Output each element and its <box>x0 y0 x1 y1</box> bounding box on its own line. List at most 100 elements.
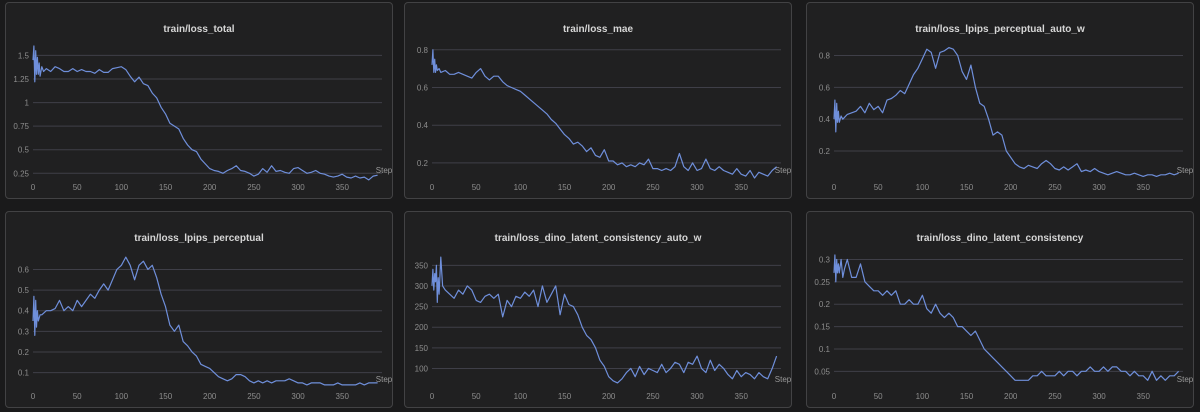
y-tick-label: 0.25 <box>13 169 29 178</box>
x-tick-label: 350 <box>735 392 749 401</box>
x-tick-label: 100 <box>115 183 129 192</box>
y-tick-label: 0.3 <box>819 255 831 264</box>
chart-panel-loss-mae: train/loss_mae 0.2 0.4 0.6 0.8 0 50 100 150 200 2… <box>404 2 792 199</box>
y-tick-label: 150 <box>415 344 429 353</box>
x-tick-label: 350 <box>735 183 749 192</box>
chart-panel-loss-dino-latent-consistency: train/loss_dino_latent_consistency 0.05 0… <box>806 211 1194 408</box>
x-tick-label: 200 <box>203 183 217 192</box>
y-tick-label: 0.2 <box>819 300 831 309</box>
series-line <box>431 256 778 384</box>
y-tick-label: 0.5 <box>18 286 30 295</box>
x-tick-label: 0 <box>31 392 36 401</box>
x-tick-label: 300 <box>1092 392 1106 401</box>
y-tick-label: 0.75 <box>13 122 29 131</box>
x-tick-label: 100 <box>514 392 528 401</box>
y-tick-label: 0.4 <box>819 115 831 124</box>
line-chart: 0.2 0.4 0.6 0.8 0 50 100 150 200 250 300 350 Step <box>417 46 791 192</box>
x-tick-label: 50 <box>472 183 481 192</box>
x-tick-label: 200 <box>602 392 616 401</box>
x-tick-label: 0 <box>430 183 435 192</box>
chart-title: train/loss_total <box>163 24 235 35</box>
chart-title: train/loss_lpips_perceptual <box>134 233 264 244</box>
chart-panel-loss-lpips-perceptual: train/loss_lpips_perceptual 0.1 0.2 0.3 0.4… <box>5 211 393 408</box>
y-tick-label: 1.25 <box>13 75 29 84</box>
x-tick-label: 100 <box>115 392 129 401</box>
chart-title: train/loss_mae <box>562 24 634 35</box>
x-tick-label: 350 <box>1137 183 1151 192</box>
x-axis-label: Step <box>1177 166 1194 175</box>
x-tick-label: 50 <box>73 392 82 401</box>
series-line <box>32 45 378 181</box>
y-tick-label: 100 <box>415 364 429 373</box>
y-tick-label: 0.4 <box>417 121 429 130</box>
x-axis-label: Step <box>376 166 393 175</box>
line-chart: 0.2 0.4 0.6 0.8 0 50 100 150 200 250 300 350 Step <box>819 46 1194 192</box>
line-chart: 0.25 0.5 0.75 1 1.25 1.5 0 50 100 150 200 250 300 350… <box>13 45 393 192</box>
x-tick-label: 250 <box>1048 183 1062 192</box>
y-tick-label: 250 <box>415 303 429 312</box>
chart-title: train/loss_dino_latent_consistency_auto_… <box>494 233 702 244</box>
x-tick-label: 0 <box>31 183 36 192</box>
x-tick-label: 0 <box>430 392 435 401</box>
x-tick-label: 150 <box>159 392 173 401</box>
x-tick-label: 300 <box>1092 183 1106 192</box>
y-tick-label: 0.3 <box>18 327 30 336</box>
chart-panel-loss-total: train/loss_total 0.25 0.5 0.75 1 1.25 1.5 0 50 1… <box>5 2 393 199</box>
y-tick-label: 0.2 <box>18 348 30 357</box>
x-tick-label: 250 <box>247 183 261 192</box>
y-tick-label: 300 <box>415 282 429 291</box>
series-line <box>32 256 378 386</box>
series-line <box>833 46 1179 177</box>
x-tick-label: 150 <box>558 392 572 401</box>
x-tick-label: 150 <box>159 183 173 192</box>
line-chart: 0.05 0.1 0.15 0.2 0.25 0.3 0 50 100 150 200 250 300 3… <box>814 254 1194 401</box>
y-tick-label: 0.8 <box>417 46 429 55</box>
x-tick-label: 350 <box>336 392 350 401</box>
x-tick-label: 150 <box>558 183 572 192</box>
y-tick-label: 1 <box>25 99 30 108</box>
y-tick-label: 350 <box>415 261 429 270</box>
x-tick-label: 350 <box>1137 392 1151 401</box>
line-chart: 100 150 200 250 300 350 0 50 100 150 200 250 300 350 S… <box>415 256 792 401</box>
y-tick-label: 0.6 <box>819 83 831 92</box>
x-tick-label: 50 <box>874 392 883 401</box>
y-tick-label: 0.6 <box>18 265 30 274</box>
x-tick-label: 300 <box>690 392 704 401</box>
x-tick-label: 250 <box>1048 392 1062 401</box>
x-tick-label: 300 <box>291 392 305 401</box>
chart-panel-loss-dino-latent-consistency-auto-w: train/loss_dino_latent_consistency_auto_… <box>404 211 792 408</box>
y-tick-label: 0.05 <box>814 367 830 376</box>
y-tick-label: 0.6 <box>417 83 429 92</box>
x-tick-label: 0 <box>832 183 837 192</box>
x-tick-label: 250 <box>646 392 660 401</box>
x-tick-label: 300 <box>690 183 704 192</box>
x-axis-label: Step <box>775 375 792 384</box>
y-tick-label: 0.15 <box>814 323 830 332</box>
x-tick-label: 100 <box>514 183 528 192</box>
x-tick-label: 200 <box>1004 183 1018 192</box>
x-tick-label: 300 <box>291 183 305 192</box>
chart-panel-loss-lpips-perceptual-auto-w: train/loss_lpips_perceptual_auto_w 0.2 0.… <box>806 2 1194 199</box>
y-tick-label: 0.25 <box>814 278 830 287</box>
y-tick-label: 0.4 <box>18 307 30 316</box>
line-chart: 0.1 0.2 0.3 0.4 0.5 0.6 0 50 100 150 200 250 300 350 S… <box>18 256 393 401</box>
x-tick-label: 200 <box>602 183 616 192</box>
x-tick-label: 150 <box>960 183 974 192</box>
x-tick-label: 250 <box>247 392 261 401</box>
x-tick-label: 100 <box>916 392 930 401</box>
y-tick-label: 0.1 <box>819 345 831 354</box>
x-tick-label: 250 <box>646 183 660 192</box>
series-line <box>833 254 1180 381</box>
x-axis-label: Step <box>376 375 393 384</box>
y-tick-label: 200 <box>415 323 429 332</box>
x-tick-label: 0 <box>832 392 837 401</box>
y-tick-label: 0.8 <box>819 52 831 61</box>
chart-title: train/loss_lpips_perceptual_auto_w <box>915 24 1085 35</box>
x-tick-label: 350 <box>336 183 350 192</box>
y-tick-label: 0.1 <box>18 369 30 378</box>
x-axis-label: Step <box>1177 375 1194 384</box>
x-tick-label: 150 <box>960 392 974 401</box>
x-tick-label: 50 <box>874 183 883 192</box>
y-tick-label: 0.5 <box>18 146 30 155</box>
x-tick-label: 200 <box>1004 392 1018 401</box>
